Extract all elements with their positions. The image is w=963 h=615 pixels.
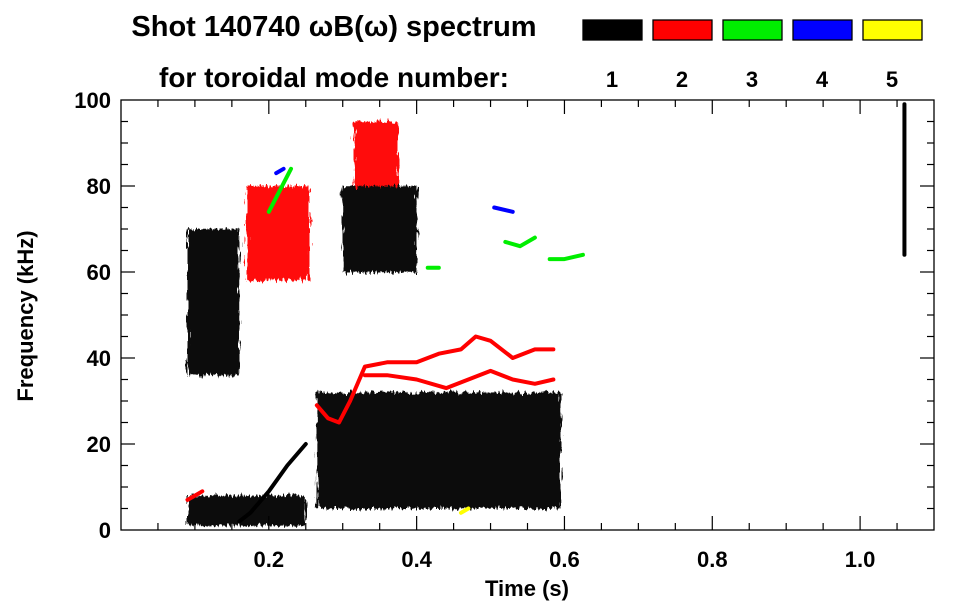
mode-3-trace-12 <box>503 235 537 249</box>
y-tick-label: 60 <box>87 260 111 285</box>
y-axis-label: Frequency (kHz) <box>13 230 38 401</box>
mode-3-trace-13 <box>547 252 585 262</box>
mode-1-region-0 <box>187 229 240 376</box>
mode-4-trace-15 <box>274 166 286 176</box>
legend-label-mode-1: 1 <box>606 67 618 92</box>
y-tick-label: 0 <box>99 518 111 543</box>
mode-legend: 1 2 3 4 5 <box>582 19 923 92</box>
plot-area <box>185 102 907 526</box>
x-tick-label: 0.2 <box>254 547 285 572</box>
legend-label-mode-3: 3 <box>746 67 758 92</box>
legend-swatch-mode-1 <box>582 19 643 41</box>
mode-1-region-3 <box>342 186 417 272</box>
x-tick-label: 1.0 <box>845 547 876 572</box>
y-tick-label: 100 <box>74 88 111 113</box>
y-tick-label: 20 <box>87 432 111 457</box>
legend-label-mode-2: 2 <box>676 67 688 92</box>
x-tick-label: 0.8 <box>697 547 728 572</box>
legend-swatch-mode-2 <box>652 19 713 41</box>
mode-1-region-2 <box>316 392 561 509</box>
mode-2-region-8 <box>246 186 310 281</box>
chart-subtitle: for toroidal mode number: <box>159 62 509 93</box>
legend-label-mode-4: 4 <box>816 67 829 92</box>
mode-4-trace-16 <box>492 205 515 214</box>
y-tick-label: 40 <box>87 346 111 371</box>
legend-swatch-mode-3 <box>722 19 783 41</box>
x-tick-label: 0.4 <box>401 547 432 572</box>
mode-2-trace-10 <box>185 489 205 502</box>
legend-label-mode-5: 5 <box>886 67 898 92</box>
mode-3-trace-11 <box>266 166 293 214</box>
axes: 0.2 0.4 0.6 0.8 1.0 0 20 40 60 80 100 <box>74 88 935 572</box>
mode-2-trace-6 <box>314 334 556 425</box>
x-tick-label: 0.6 <box>549 547 580 572</box>
mode-2-region-9 <box>353 121 399 186</box>
legend-swatch-mode-5 <box>862 19 923 41</box>
x-axis-label: Time (s) <box>485 576 569 601</box>
chart-title: Shot 140740 ωB(ω) spectrum <box>131 11 536 43</box>
legend-swatch-mode-4 <box>792 19 853 41</box>
mode-5-trace-17 <box>458 506 471 515</box>
mode-1-trace-4 <box>237 442 308 524</box>
mode-1-region-1 <box>187 495 306 526</box>
y-tick-label: 80 <box>87 174 111 199</box>
mode-2-trace-7 <box>362 368 556 391</box>
